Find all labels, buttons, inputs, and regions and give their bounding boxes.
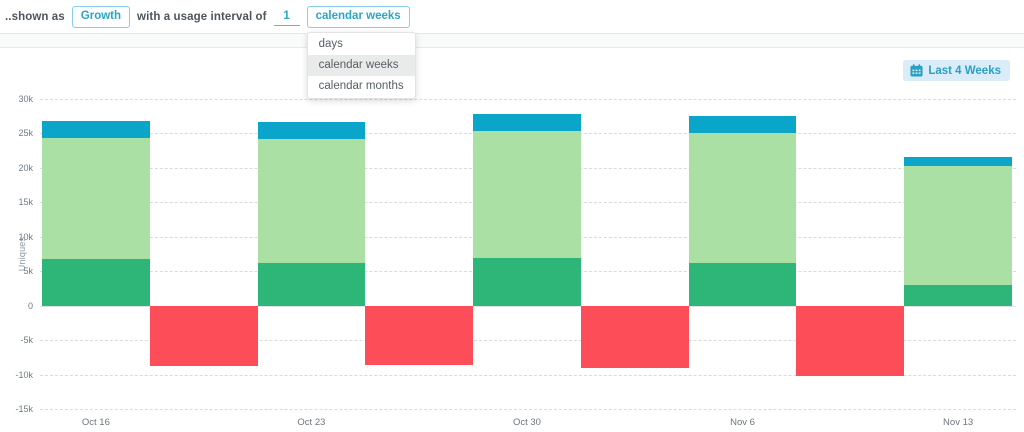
divider-strip	[0, 33, 1024, 48]
gridline-0	[40, 305, 1016, 307]
y-tick-label: 25k	[18, 128, 33, 139]
calendar-icon	[910, 64, 923, 77]
y-axis-title: Uniques	[17, 236, 28, 272]
y-tick-label: -10k	[15, 369, 33, 380]
y-tick-label: 0	[27, 300, 33, 311]
y-tick-label: 15k	[18, 197, 33, 208]
y-tick-label: -5k	[20, 335, 33, 346]
date-range-label: Last 4 Weeks	[928, 64, 1001, 77]
gridline--10000	[40, 374, 1016, 376]
y-tick-label: 5k	[23, 266, 33, 277]
y-tick-label: 30k	[18, 94, 33, 104]
x-tick-label: Nov 6	[730, 417, 755, 428]
date-range-button[interactable]: Last 4 Weeks	[903, 60, 1010, 81]
growth-chart: 30k 25k 20k 15k 10k 5k 0 -5k -10k -15k Uniques Oct …	[15, 94, 1016, 428]
bar-light-green-segment-oct-23[interactable]	[257, 138, 366, 263]
interval-count-input[interactable]	[273, 7, 300, 26]
usage-interval-label: with a usage interval of	[137, 10, 267, 23]
bar-red-negative-segment-after-oct-16[interactable]	[149, 305, 258, 367]
bar-blue-segment-oct-30[interactable]	[473, 114, 581, 131]
bar-blue-segment-nov-13[interactable]	[904, 156, 1012, 166]
bar-light-green-segment-oct-16[interactable]	[42, 137, 150, 259]
bar-blue-segment-nov-6[interactable]	[688, 116, 797, 134]
bar-dark-green-segment-oct-23[interactable]	[257, 262, 366, 306]
y-tick-label: 20k	[18, 162, 33, 173]
gridline-30000	[40, 99, 1016, 100]
dropdown-option-calendar-weeks[interactable]: calendar weeks	[307, 54, 415, 76]
x-tick-label: Nov 13	[943, 417, 974, 428]
bar-blue-segment-oct-16[interactable]	[42, 121, 150, 138]
dropdown-option-days[interactable]: days	[318, 37, 343, 50]
bar-light-green-segment-oct-30[interactable]	[473, 130, 581, 259]
x-tick-label: Oct 23	[297, 417, 326, 428]
bar-dark-green-segment-oct-16[interactable]	[42, 258, 150, 306]
dropdown-option-calendar-months[interactable]: calendar months	[318, 79, 404, 92]
gridline--15000	[40, 409, 1016, 410]
chart-panel: Last 4 Weeks 30k 25k 20k 15k 10k 5k 0 -5k -10k -1…	[0, 48, 1024, 432]
gridline--5000	[40, 340, 1016, 342]
bar-red-negative-segment-after-oct-23[interactable]	[365, 305, 474, 365]
bar-dark-green-segment-oct-30[interactable]	[473, 258, 581, 306]
interval-unit-button[interactable]: calendar weeks	[306, 5, 410, 28]
bar-red-negative-segment-after-oct-30[interactable]	[580, 305, 689, 368]
bar-red-negative-segment-after-nov-6[interactable]	[796, 305, 905, 376]
x-tick-label: Oct 16	[81, 417, 110, 428]
bar-light-green-segment-nov-13[interactable]	[904, 165, 1012, 285]
shown-as-label: ..shown as	[5, 10, 65, 23]
bar-dark-green-segment-nov-13[interactable]	[904, 285, 1012, 306]
query-bar: ..shown as Growth with a usage interval …	[0, 0, 1024, 99]
bar-blue-segment-oct-23[interactable]	[257, 122, 366, 139]
y-tick-label: 10k	[18, 231, 33, 242]
y-tick-label: -15k	[15, 404, 33, 414]
bar-dark-green-segment-nov-6[interactable]	[688, 262, 797, 306]
metric-button[interactable]: Growth	[71, 5, 131, 28]
interval-unit-wrapper: calendar weeks days calendar weeks calenda…	[306, 5, 416, 99]
bar-light-green-segment-nov-6[interactable]	[688, 133, 797, 263]
x-tick-label: Oct 30	[512, 417, 541, 428]
interval-unit-dropdown: days calendar weeks calendar months	[306, 31, 416, 99]
